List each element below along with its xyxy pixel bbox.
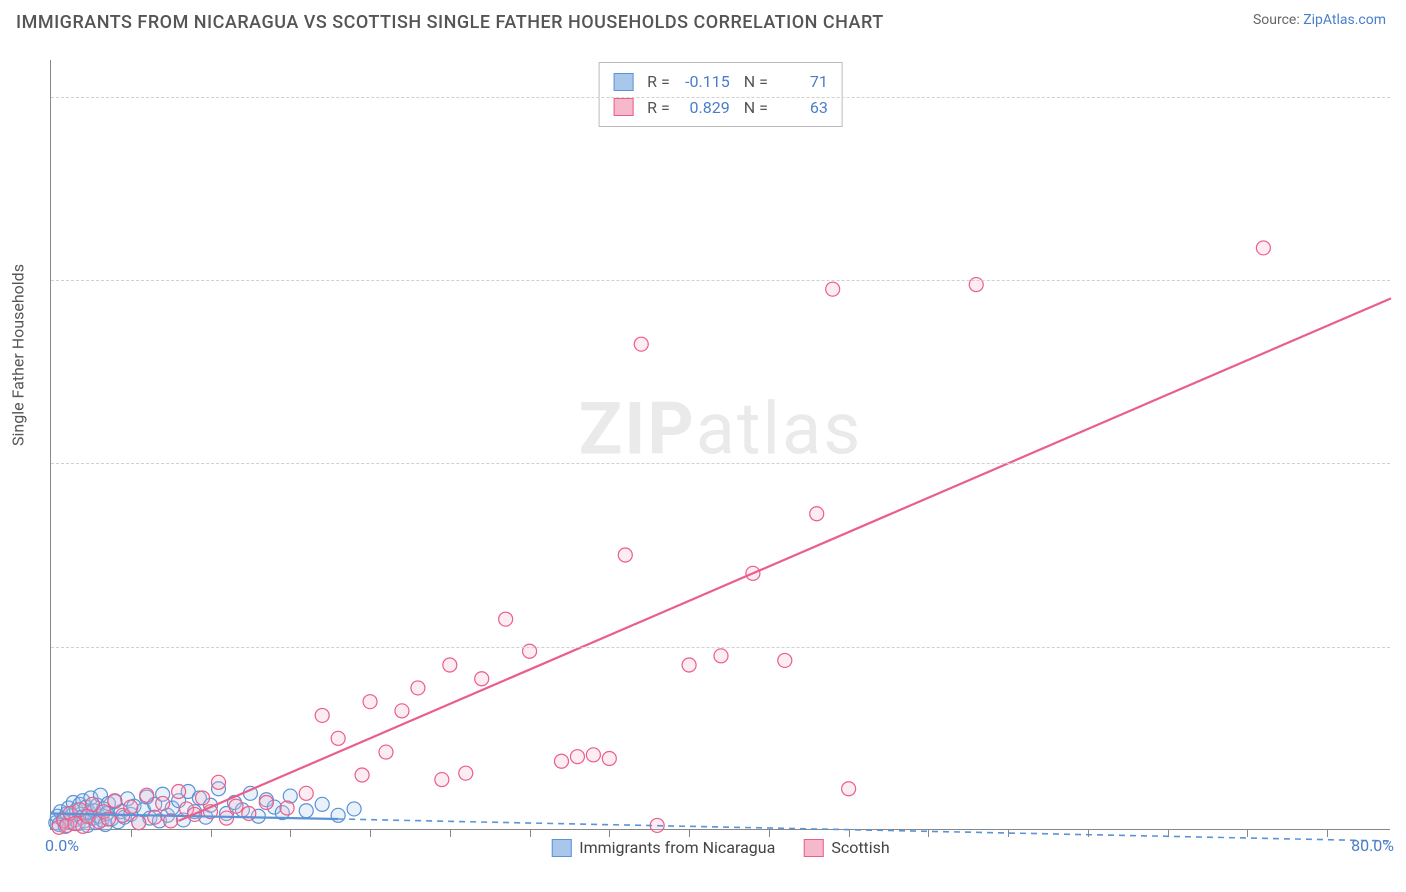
legend-label-2: Scottish [831,838,889,857]
scatter-point [148,810,162,824]
scatter-point [602,752,616,766]
gridline [51,97,1390,98]
scatter-point [459,766,473,780]
scatter-point [634,337,648,351]
legend-swatch-b2 [803,839,823,857]
scatter-point [196,791,210,805]
scatter-point [826,282,840,296]
scatter-point [124,800,138,814]
scatter-point [570,750,584,764]
scatter-point [355,768,369,782]
scatter-point [212,775,226,789]
scatter-point [172,785,186,799]
scatter-point [554,754,568,768]
scatter-point [1256,241,1270,255]
scatter-point [682,658,696,672]
scatter-point [810,507,824,521]
scatter-point [586,748,600,762]
x-tick [290,829,291,837]
scatter-point [108,794,122,808]
scatter-point [618,548,632,562]
scatter-point [140,788,154,802]
y-axis-title: Single Father Households [9,264,28,446]
x-tick [1008,829,1009,837]
x-tick [1247,829,1248,837]
x-tick [769,829,770,837]
scatter-point [363,695,377,709]
scatter-point [315,797,329,811]
plot-area: ZIPatlas R = -0.115 N = 71 R = 0.829 N =… [50,60,1390,830]
source-link[interactable]: ZipAtlas.com [1303,12,1386,28]
scatter-point [347,802,361,816]
scatter-point [714,649,728,663]
gridline [51,280,1390,281]
scatter-point [499,612,513,626]
x-tick [1088,829,1089,837]
source-attribution: Source: ZipAtlas.com [1253,12,1386,28]
scatter-point [299,804,313,818]
x-tick [689,829,690,837]
legend-label-1: Immigrants from Nicaragua [579,838,775,857]
scatter-point [778,653,792,667]
scatter-point [219,811,233,825]
scatter-point [331,731,345,745]
scatter-point [132,816,146,830]
scatter-point [280,801,294,815]
chart-title: IMMIGRANTS FROM NICARAGUA VS SCOTTISH SI… [16,12,884,33]
scatter-point [842,782,856,796]
chart-svg [51,60,1390,829]
axis-origin-label: 0.0% [45,836,79,855]
scatter-point [315,708,329,722]
legend-item-1: Immigrants from Nicaragua [551,838,775,857]
x-tick [370,829,371,837]
scatter-point [411,681,425,695]
x-tick [450,829,451,837]
x-tick [849,829,850,837]
scatter-point [443,658,457,672]
legend-swatch-b1 [551,839,571,857]
axis-xmax-label: 80.0% [1351,836,1394,855]
scatter-point [435,773,449,787]
x-tick [131,829,132,837]
scatter-point [259,796,273,810]
trend-line [179,298,1391,821]
x-tick [609,829,610,837]
gridline [51,647,1390,648]
scatter-point [299,786,313,800]
chart-header: IMMIGRANTS FROM NICARAGUA VS SCOTTISH SI… [0,0,1406,41]
legend-item-2: Scottish [803,838,889,857]
x-tick [1168,829,1169,837]
scatter-point [379,745,393,759]
gridline [51,463,1390,464]
legend-bottom: Immigrants from Nicaragua Scottish [551,838,890,857]
x-tick [928,829,929,837]
x-tick [1327,829,1328,837]
scatter-point [156,796,170,810]
x-tick [211,829,212,837]
scatter-point [331,808,345,822]
x-tick [530,829,531,837]
scatter-point [395,704,409,718]
scatter-point [229,799,243,813]
scatter-point [475,672,489,686]
source-prefix: Source: [1253,12,1303,28]
